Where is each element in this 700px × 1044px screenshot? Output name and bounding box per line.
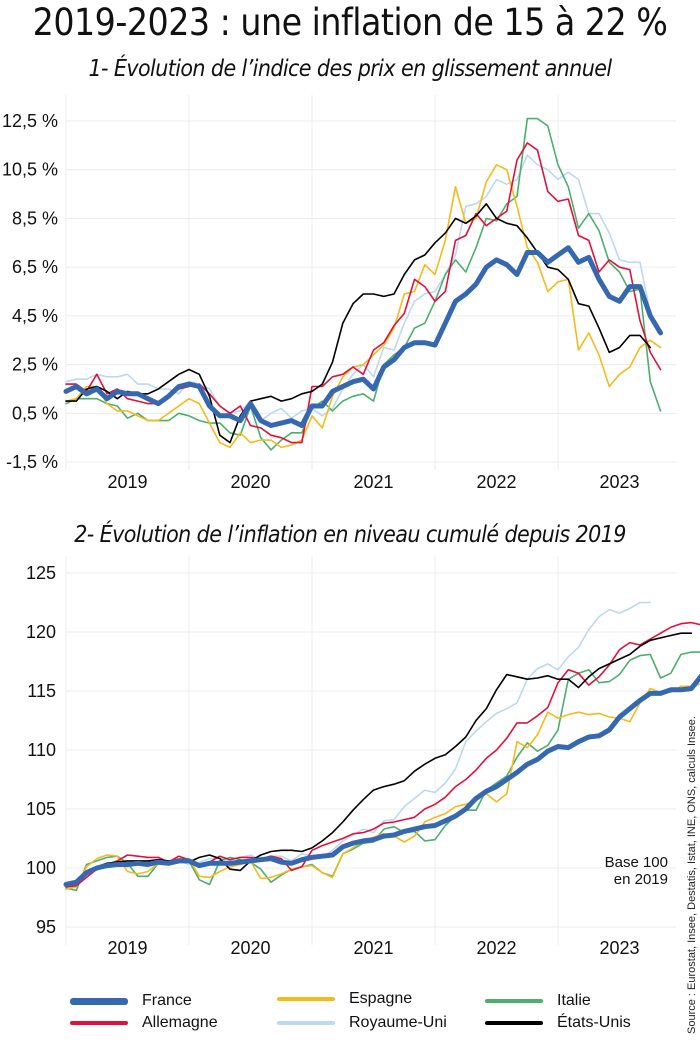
x-tick-label: 2021: [353, 938, 393, 958]
y-tick-label: 105: [26, 799, 56, 819]
y-tick-label: 6,5 %: [12, 257, 58, 277]
x-tick-label: 2023: [599, 472, 639, 492]
x-tick-label: 2020: [230, 472, 270, 492]
legend-label: Allemagne: [142, 1014, 218, 1031]
y-tick-label: -1,5 %: [6, 452, 58, 472]
legend-label: Espagne: [349, 990, 413, 1007]
base-note: Base 100 en 2019: [605, 854, 668, 888]
x-tick-label: 2023: [599, 938, 639, 958]
legend-label: États-Unis: [557, 1014, 631, 1031]
y-tick-label: 0,5 %: [12, 403, 58, 423]
y-tick-label: 95: [36, 917, 56, 937]
x-tick-label: 2022: [476, 938, 516, 958]
chart2-title: 2- Évolution de l’inflation en niveau cu…: [74, 522, 626, 548]
legend-swatch: [70, 997, 128, 1005]
x-tick-label: 2021: [353, 472, 393, 492]
legend-swatch: [277, 997, 335, 1001]
y-tick-label: 10,5 %: [2, 160, 58, 180]
x-tick-label: 2022: [476, 472, 516, 492]
y-tick-label: 8,5 %: [12, 208, 58, 228]
legend-label: Royaume-Uni: [349, 1014, 447, 1031]
legend-item-france: France: [70, 990, 192, 1012]
series-line-espagne: [65, 164, 662, 449]
y-tick-label: 2,5 %: [12, 355, 58, 375]
series-line-france: [63, 673, 700, 887]
y-tick-label: 100: [26, 858, 56, 878]
legend-item-espagne: Espagne: [277, 988, 412, 1010]
series-line-france: [63, 245, 663, 428]
y-tick-label: 4,5 %: [12, 306, 58, 326]
y-tick-label: 110: [27, 740, 56, 760]
legend-item-royaumeuni: Royaume-Uni: [277, 1012, 447, 1034]
x-tick-label: 2020: [230, 938, 270, 958]
legend-swatch: [70, 1021, 128, 1025]
y-tick-label: 12,5 %: [2, 111, 58, 131]
legend-item-tatsunis: États-Unis: [485, 1012, 631, 1034]
y-tick-label: 115: [27, 681, 56, 701]
legend-swatch: [485, 1021, 543, 1025]
legend-item-italie: Italie: [485, 990, 591, 1012]
series-line-allemagne: [65, 621, 700, 888]
legend-swatch: [485, 999, 543, 1003]
legend-item-allemagne: Allemagne: [70, 1012, 218, 1034]
legend-swatch: [277, 1021, 335, 1025]
legend: France Allemagne Espagne Royaume-Uni Italie É…: [0, 990, 700, 1040]
series-line-tatsunis: [65, 203, 652, 444]
legend-label: Italie: [557, 992, 591, 1009]
x-tick-label: 2019: [107, 472, 147, 492]
base-note-line1: Base 100: [604, 854, 668, 871]
y-tick-label: 125: [26, 563, 56, 583]
chart1-title: 1- Évolution de l’indice des prix en gli…: [88, 56, 612, 82]
y-tick-label: 120: [26, 622, 56, 642]
source-note: Source : Eurostat, Insee, Destatis, Ista…: [686, 716, 698, 1034]
chart2-plot: 125 120 115 110 105 100 95 2019 2020 2021 2022 2023: [26, 556, 700, 958]
series-line-italie: [65, 117, 662, 451]
legend-label: France: [142, 992, 192, 1009]
x-tick-label: 2019: [107, 938, 147, 958]
page-title: 2019-2023 : une inflation de 15 à 22 %: [32, 1, 668, 44]
series-line-tatsunis: [65, 632, 693, 886]
base-note-line2: en 2019: [613, 871, 668, 888]
chart1-plot: 12,5 % 10,5 % 8,5 % 6,5 % 4,5 % 2,5 % 0,5 % -1,…: [2, 95, 676, 492]
